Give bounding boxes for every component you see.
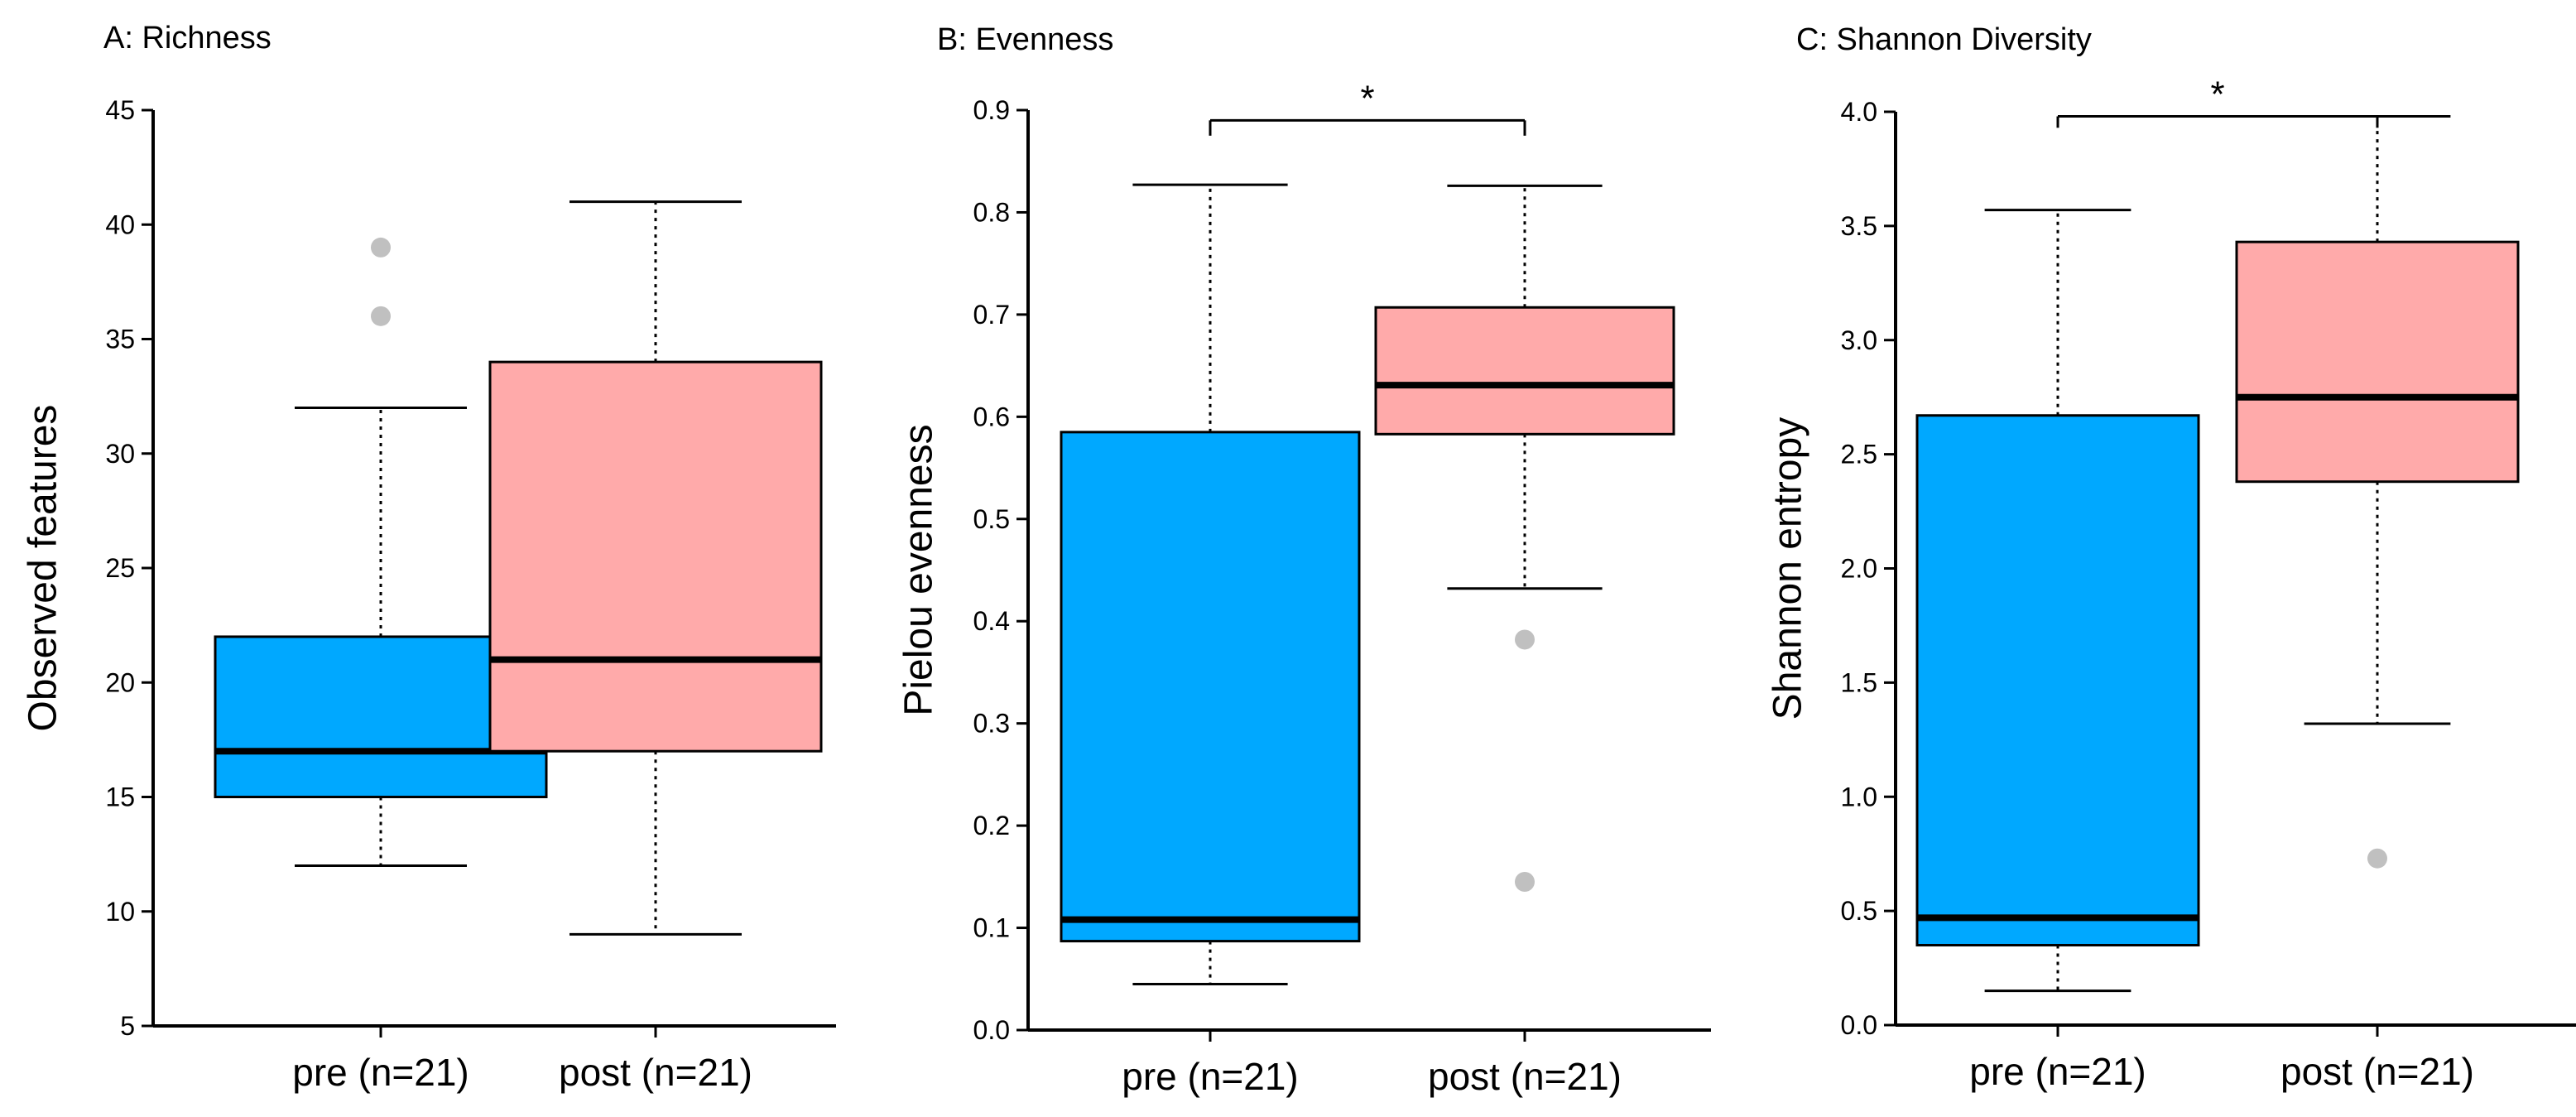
panel-title: A: Richness: [103, 21, 272, 55]
post-box: [1374, 306, 1675, 436]
y-tick-label: 0.2: [973, 811, 1010, 840]
x-category-label: post (n=21): [559, 1051, 752, 1094]
post-box: [2235, 240, 2520, 484]
y-tick-label: 3.5: [1841, 211, 1877, 241]
x-category-label: pre (n=21): [1122, 1055, 1299, 1098]
post-box: [488, 360, 823, 753]
y-tick-label: 1.5: [1841, 667, 1877, 697]
y-tick-label: 25: [105, 553, 135, 583]
y-tick-label: 0.3: [973, 709, 1010, 739]
y-tick-label: 0.0: [973, 1015, 1010, 1045]
pre-box: [1060, 431, 1361, 943]
significance-marker: *: [1360, 78, 1374, 118]
pre-outlier-point: [371, 237, 391, 258]
y-axis-label: Pielou evenness: [897, 424, 941, 715]
panel-title: C: Shannon Diversity: [1796, 22, 2092, 57]
y-tick-label: 0.4: [973, 606, 1010, 636]
y-axis-label: Shannon entropy: [1766, 417, 1810, 720]
y-tick-label: 4.0: [1841, 97, 1877, 127]
y-tick-label: 0.0: [1841, 1010, 1877, 1040]
y-tick-label: 0.1: [973, 913, 1010, 943]
x-category-label: pre (n=21): [292, 1051, 469, 1094]
y-tick-label: 40: [105, 209, 135, 239]
y-tick-label: 30: [105, 439, 135, 469]
y-tick-label: 2.5: [1841, 440, 1877, 469]
x-category-label: pre (n=21): [1969, 1050, 2146, 1093]
y-tick-label: 0.7: [973, 300, 1010, 330]
y-tick-label: 1.0: [1841, 782, 1877, 811]
post-outlier-point: [1515, 629, 1535, 650]
x-category-label: post (n=21): [2280, 1050, 2474, 1093]
panel-title: B: Evenness: [937, 22, 1113, 57]
y-tick-label: 0.8: [973, 197, 1010, 227]
y-axis-label: Observed features: [22, 405, 65, 732]
significance-marker: *: [2210, 75, 2224, 115]
pre-outlier-point: [371, 306, 391, 326]
y-tick-label: 3.0: [1841, 325, 1877, 355]
y-tick-label: 5: [120, 1011, 135, 1041]
y-tick-label: 0.6: [973, 402, 1010, 431]
y-tick-label: 0.5: [973, 504, 1010, 534]
y-tick-label: 35: [105, 325, 135, 354]
y-tick-label: 20: [105, 667, 135, 697]
y-tick-label: 0.5: [1841, 896, 1877, 926]
y-tick-label: 15: [105, 782, 135, 812]
y-tick-label: 10: [105, 897, 135, 927]
y-tick-label: 0.9: [973, 95, 1010, 125]
y-tick-label: 45: [105, 95, 135, 125]
y-tick-label: 2.0: [1841, 554, 1877, 584]
pre-box: [1915, 414, 2200, 946]
post-outlier-point: [2367, 848, 2387, 869]
post-outlier-point: [1515, 872, 1535, 893]
x-category-label: post (n=21): [1428, 1055, 1622, 1098]
